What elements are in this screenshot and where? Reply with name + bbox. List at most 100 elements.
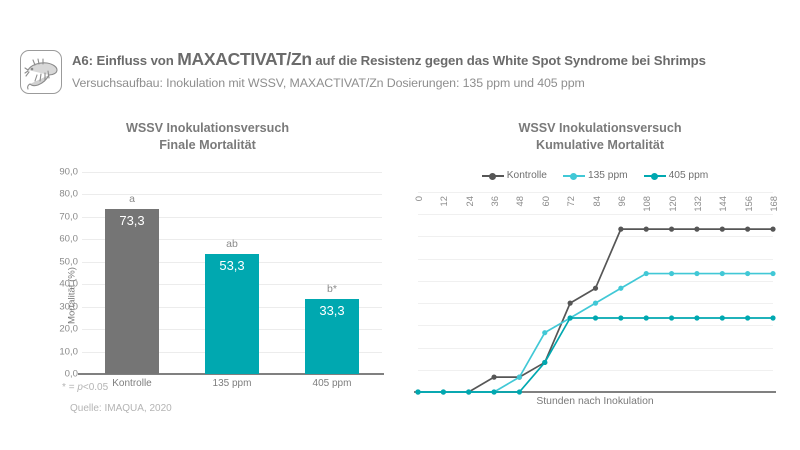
bar-chart-bar: 53,3 ab: [205, 238, 259, 374]
line-chart-data-point: [643, 315, 649, 321]
line-chart-gridline: [418, 258, 773, 260]
line-chart-data-point: [770, 226, 776, 232]
legend-item[interactable]: Kontrolle: [481, 170, 547, 181]
line-chart-gridline: [418, 325, 773, 327]
bar-chart-title: WSSV Inokulationsversuch Finale Mortalit…: [20, 120, 395, 154]
bar-chart-gridline: [82, 172, 382, 173]
bar-chart-gridline: [82, 374, 382, 375]
line-chart-x-tick: 132: [691, 196, 703, 212]
line-chart-data-point: [719, 270, 725, 277]
bar-chart-category-label: Kontrolle: [112, 378, 152, 389]
line-chart-data-point: [745, 315, 751, 321]
significance-equals: =: [68, 382, 78, 393]
bar-chart-value-label: 33,3: [319, 303, 345, 319]
line-chart-data-point: [719, 226, 725, 232]
line-chart-data-point: [745, 226, 751, 232]
line-chart-data-point: [592, 315, 599, 321]
bar-chart-bar-column: [105, 209, 159, 374]
bar-chart-category-label: 135 ppm: [212, 378, 252, 389]
bar-chart-bar-column: [305, 299, 359, 374]
line-chart-data-point: [491, 374, 497, 380]
line-chart-data-point: [567, 315, 573, 321]
shrimp-icon: [20, 50, 62, 94]
line-chart-data-point: [567, 300, 573, 306]
bar-chart-y-tick: 0,0: [64, 368, 78, 380]
line-chart-title-line2: Kumulative Mortalität: [535, 138, 665, 152]
bar-chart-y-tick: 40,0: [59, 278, 78, 290]
line-chart-title: WSSV Inokulationsversuch Kumulative Mort…: [420, 120, 780, 154]
header-title: A6: Einfluss von MAXACTIVAT/Zn auf die R…: [72, 50, 788, 70]
bar-chart-y-tick: 30,0: [59, 301, 78, 313]
line-chart-panel: WSSV Inokulationsversuch Kumulative Mort…: [400, 120, 790, 420]
line-chart-x-tick: 168: [768, 196, 779, 212]
line-chart-data-point: [694, 226, 700, 232]
line-chart-data-point: [542, 330, 548, 336]
line-chart-data-point: [491, 389, 497, 395]
bar-chart-y-tick: 50,0: [59, 256, 78, 268]
line-chart-data-point: [668, 226, 675, 232]
line-chart-data-point: [592, 285, 599, 291]
bar-chart-gridline: [82, 239, 382, 241]
bar-chart-gridline: [82, 194, 382, 196]
line-chart-data-point: [415, 389, 421, 395]
line-chart-data-point: [668, 315, 675, 321]
bar-chart-y-tick: 20,0: [59, 323, 78, 335]
significance-footnote: * = p<0.05: [62, 382, 108, 393]
line-chart-data-point: [516, 374, 523, 380]
line-chart-x-axis-line: [414, 390, 776, 393]
bar-chart-y-tick: 60,0: [59, 233, 78, 245]
line-chart-gridline: [418, 192, 773, 193]
bar-chart-y-tick: 80,0: [59, 188, 78, 200]
line-chart-x-tick: 48: [514, 196, 526, 207]
bar-chart-y-tick: 90,0: [59, 166, 78, 178]
legend-marker-icon: [643, 171, 666, 180]
line-chart-x-tick: 72: [565, 196, 577, 207]
line-chart-x-tick: 144: [717, 196, 729, 212]
line-chart-x-tick: 36: [489, 196, 501, 207]
line-chart-gridline: [418, 214, 773, 216]
line-chart-gridline: [418, 280, 773, 282]
line-chart-data-point: [694, 315, 700, 321]
line-chart-gridline: [418, 236, 773, 238]
line-chart-x-tick: 108: [641, 196, 653, 212]
bar-chart-bar: 33,3 b*: [305, 283, 359, 374]
line-chart-series-svg: [415, 226, 776, 395]
header-title-suffix: auf die Resistenz gegen das White Spot S…: [311, 53, 706, 68]
line-chart-data-point: [643, 270, 649, 277]
line-chart-data-point: [668, 270, 675, 277]
bar-chart-panel: WSSV Inokulationsversuch Finale Mortalit…: [20, 120, 395, 420]
bar-chart-value-label: 73,3: [119, 213, 145, 229]
legend-item[interactable]: 405 ppm: [643, 170, 709, 181]
bar-chart-y-tick: 70,0: [59, 211, 78, 223]
line-chart-data-point: [719, 315, 725, 321]
line-chart-data-point: [440, 389, 446, 395]
legend-item-label: 405 ppm: [668, 170, 709, 181]
source-footnote: Quelle: IMAQUA, 2020: [70, 403, 172, 414]
line-chart-x-tick: 84: [590, 196, 602, 207]
legend-item[interactable]: 135 ppm: [562, 170, 628, 181]
bar-chart-title-line2: Finale Mortalität: [159, 138, 256, 152]
header-subtitle: Versuchsaufbau: Inokulation mit WSSV, MA…: [72, 76, 585, 90]
line-chart-x-tick: 60: [539, 196, 551, 207]
line-chart-series-line: [418, 228, 773, 393]
line-chart-data-point: [618, 285, 624, 291]
line-chart-x-tick: 0: [413, 196, 424, 202]
line-chart-data-point: [516, 389, 523, 395]
line-chart-gridline: [418, 347, 773, 349]
legend-item-label: Kontrolle: [506, 170, 547, 181]
header-title-brand: MAXACTIVAT/Zn: [177, 49, 312, 69]
line-chart-gridline: [418, 369, 773, 371]
line-chart-data-point: [592, 300, 599, 306]
bar-chart-significance-letter: a: [129, 193, 135, 206]
line-chart-legend: Kontrolle 135 ppm 405 ppm: [400, 170, 790, 181]
bar-chart-bar: 73,3 a: [105, 193, 159, 374]
line-chart-x-tick: 12: [438, 196, 450, 207]
bar-chart-value-label: 53,3: [219, 258, 245, 274]
bar-chart-title-line1: WSSV Inokulationsversuch: [125, 121, 290, 135]
bar-chart-y-tick: 10,0: [59, 346, 78, 358]
line-chart-series-line: [418, 272, 773, 393]
significance-value: <0.05: [82, 382, 109, 393]
line-chart-data-point: [618, 315, 624, 321]
bar-chart-y-axis-label: Mortalität (%): [66, 266, 78, 325]
line-chart-data-point: [542, 359, 548, 366]
